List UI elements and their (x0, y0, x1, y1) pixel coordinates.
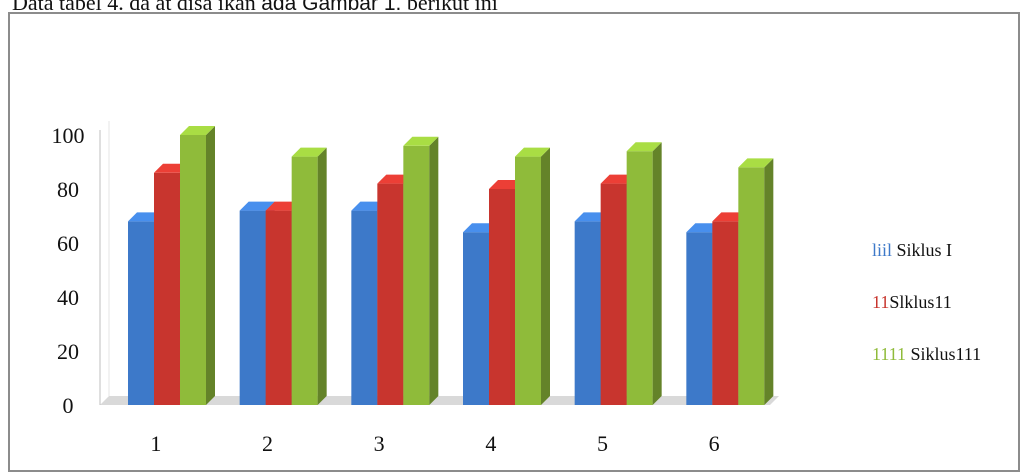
bar-front (239, 210, 266, 405)
bar-front (403, 145, 430, 406)
caption-part-1: Data tabel 4. da at disa ikan (12, 0, 262, 15)
legend-marker: 1111 (872, 344, 906, 364)
bar (626, 142, 662, 405)
legend-marker: 11 (872, 292, 889, 312)
bar-front (265, 210, 292, 405)
caption: Data tabel 4. da at disa ikan ada Gambar… (12, 0, 498, 16)
bar-side (652, 142, 662, 405)
bar-front (128, 221, 154, 405)
y-tick-label: 20 (57, 339, 79, 364)
bar-side (764, 158, 774, 405)
bar-front (377, 183, 404, 405)
x-tick-label: 3 (374, 431, 385, 456)
bar-side (206, 126, 215, 405)
bar-front (686, 232, 713, 405)
bar-front (154, 172, 180, 405)
bar-front (600, 183, 627, 405)
bar-side (317, 147, 327, 405)
y-tick-label: 0 (63, 393, 74, 418)
bar-front (351, 210, 378, 405)
bar-front (515, 156, 541, 405)
bar-top (403, 136, 439, 146)
caption-part-2: ada Gambar 1. (261, 0, 402, 15)
legend-label: Siklus111 (906, 344, 981, 364)
y-tick-label: 60 (57, 231, 79, 256)
x-tick-label: 1 (150, 431, 161, 456)
bar-front (463, 232, 489, 405)
legend-entry: liil Siklus I (872, 240, 952, 260)
legend-label: Slklus11 (889, 292, 951, 312)
bar-top (180, 126, 215, 135)
bar-top (738, 158, 774, 168)
bar-front (738, 167, 765, 405)
bar (515, 147, 550, 405)
bar (738, 158, 774, 405)
bar (291, 147, 327, 405)
legend-entry: 1111 Siklus111 (872, 344, 981, 364)
bar-top (515, 147, 550, 157)
y-tick-label: 100 (52, 123, 85, 148)
x-tick-label: 6 (709, 431, 720, 456)
bar-front (291, 156, 318, 405)
legend-label: Siklus I (892, 240, 952, 260)
bar (180, 126, 215, 405)
bar-front (626, 151, 653, 405)
caption-part-3: berikut ini (401, 0, 498, 15)
bar-top (626, 142, 662, 152)
bar-chart: 100 80 60 40 20 0 1 2 3 4 5 6 liil Siklus I 11Slklus1… (52, 121, 981, 456)
bar-top (239, 201, 275, 211)
bar (403, 136, 439, 406)
bar-top (291, 147, 327, 157)
x-tick-label: 4 (485, 431, 496, 456)
bar-front (489, 189, 515, 405)
bar-front (574, 221, 601, 405)
bar-side (429, 136, 439, 406)
y-tick-label: 40 (57, 285, 79, 310)
bar-front (712, 221, 739, 405)
legend-marker: liil (872, 240, 892, 260)
x-tick-label: 2 (262, 431, 273, 456)
legend-entry: 11Slklus11 (872, 292, 952, 312)
x-tick-label: 5 (597, 431, 608, 456)
bar-side (541, 147, 550, 405)
y-tick-label: 80 (57, 177, 79, 202)
bar-front (180, 135, 206, 405)
bar (686, 223, 722, 405)
